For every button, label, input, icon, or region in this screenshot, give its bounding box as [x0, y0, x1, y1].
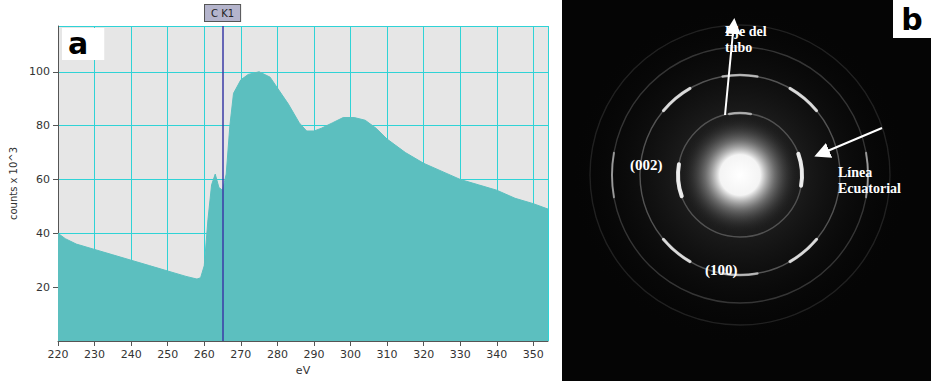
svg-text:counts x 10^3: counts x 10^3: [8, 147, 19, 220]
svg-text:a: a: [68, 26, 88, 61]
svg-text:290: 290: [303, 348, 324, 361]
svg-text:300: 300: [340, 348, 361, 361]
svg-text:Eje deltubo: Eje deltubo: [725, 24, 767, 55]
svg-text:60: 60: [36, 173, 50, 186]
svg-text:20: 20: [36, 281, 50, 294]
svg-text:240: 240: [121, 348, 142, 361]
svg-text:350: 350: [523, 348, 544, 361]
svg-text:340: 340: [486, 348, 507, 361]
svg-text:80: 80: [36, 119, 50, 132]
svg-text:40: 40: [36, 227, 50, 240]
svg-text:C K1: C K1: [211, 8, 234, 19]
svg-text:320: 320: [413, 348, 434, 361]
svg-text:(100): (100): [705, 262, 738, 279]
svg-text:b: b: [901, 2, 922, 37]
svg-text:250: 250: [157, 348, 178, 361]
svg-text:100: 100: [29, 65, 50, 78]
svg-text:270: 270: [230, 348, 251, 361]
svg-text:330: 330: [450, 348, 471, 361]
svg-text:310: 310: [377, 348, 398, 361]
svg-text:LíneaEcuatorial: LíneaEcuatorial: [838, 165, 901, 196]
svg-text:(002): (002): [630, 157, 663, 174]
svg-text:280: 280: [267, 348, 288, 361]
svg-text:230: 230: [84, 348, 105, 361]
svg-text:260: 260: [194, 348, 215, 361]
svg-text:eV: eV: [296, 364, 311, 377]
svg-text:220: 220: [48, 348, 69, 361]
